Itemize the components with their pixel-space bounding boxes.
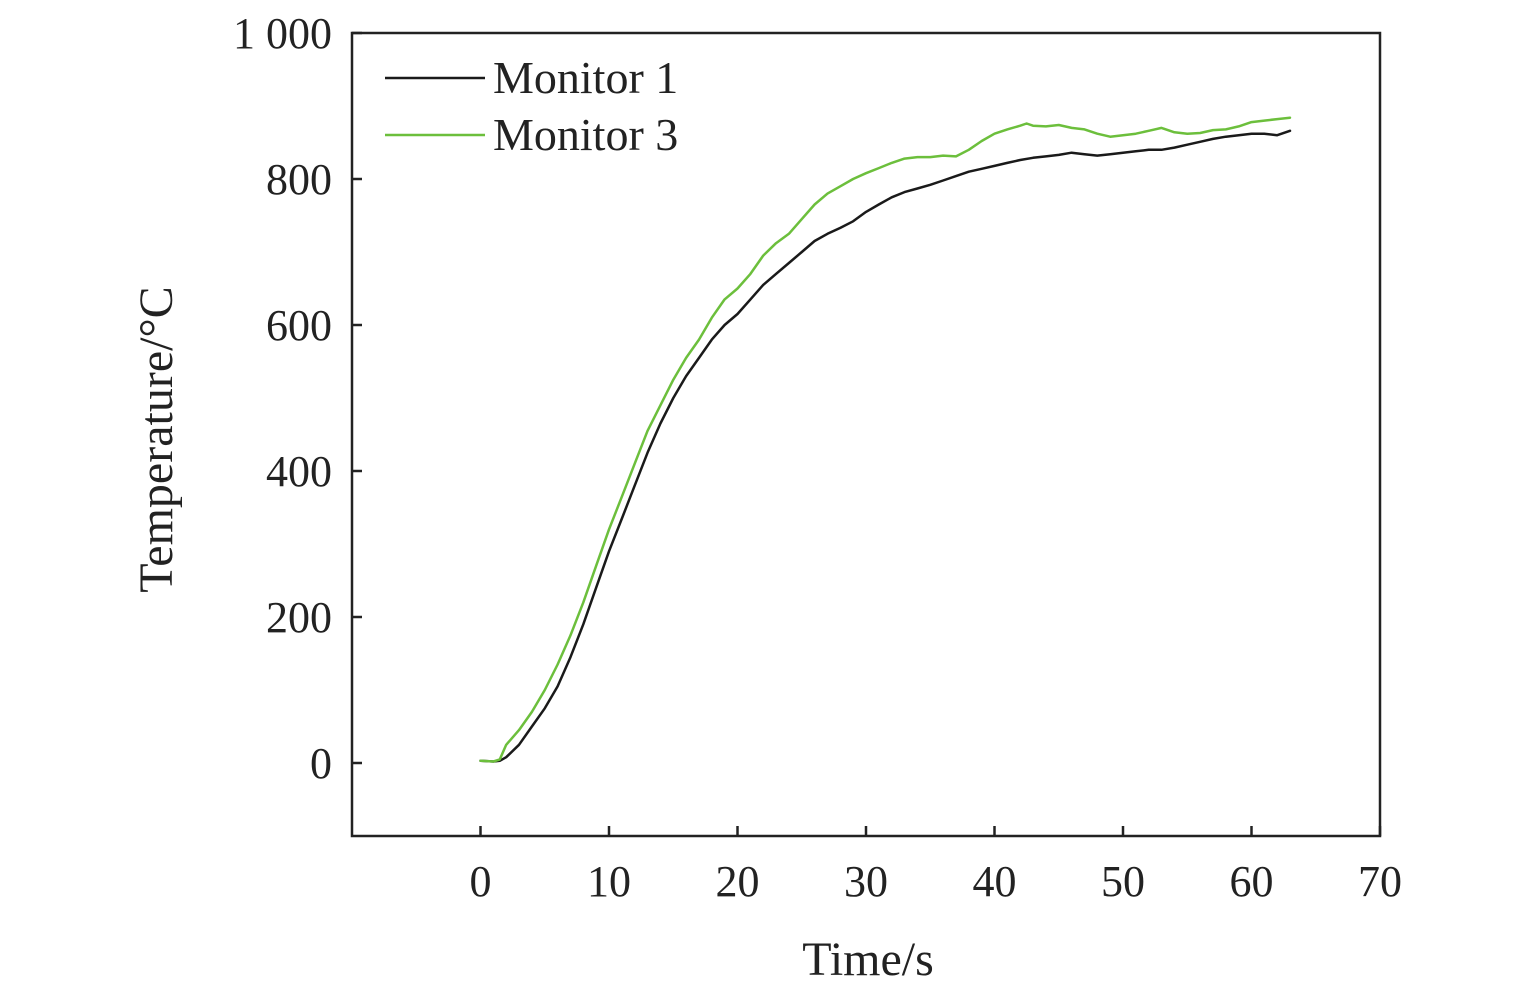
x-axis-title: Time/s — [802, 933, 934, 986]
x-tick-label: 30 — [844, 857, 888, 906]
x-tick-label: 40 — [973, 857, 1017, 906]
legend: Monitor 1 Monitor 3 — [385, 52, 678, 160]
series-layer — [479, 116, 1292, 763]
x-axis: 0 10 20 30 40 50 60 70 — [470, 826, 1402, 906]
x-tick-label: 20 — [716, 857, 760, 906]
y-axis: 0 200 400 600 800 1 000 — [233, 9, 362, 788]
legend-label-2: Monitor 3 — [493, 109, 678, 160]
series-line-2 — [479, 116, 1292, 763]
y-axis-title: Temperature/°C — [130, 286, 183, 592]
x-tick-label: 10 — [587, 857, 631, 906]
y-tick-label: 1 000 — [233, 9, 332, 58]
y-tick-label: 200 — [266, 593, 332, 642]
x-tick-label: 60 — [1230, 857, 1274, 906]
y-tick-label: 800 — [266, 155, 332, 204]
series-line-1 — [479, 129, 1292, 763]
y-tick-label: 400 — [266, 447, 332, 496]
y-tick-label: 600 — [266, 301, 332, 350]
y-tick-label: 0 — [310, 739, 332, 788]
legend-label-1: Monitor 1 — [493, 52, 678, 103]
x-tick-label: 70 — [1358, 857, 1402, 906]
x-tick-label: 50 — [1101, 857, 1145, 906]
x-tick-label: 0 — [470, 857, 492, 906]
